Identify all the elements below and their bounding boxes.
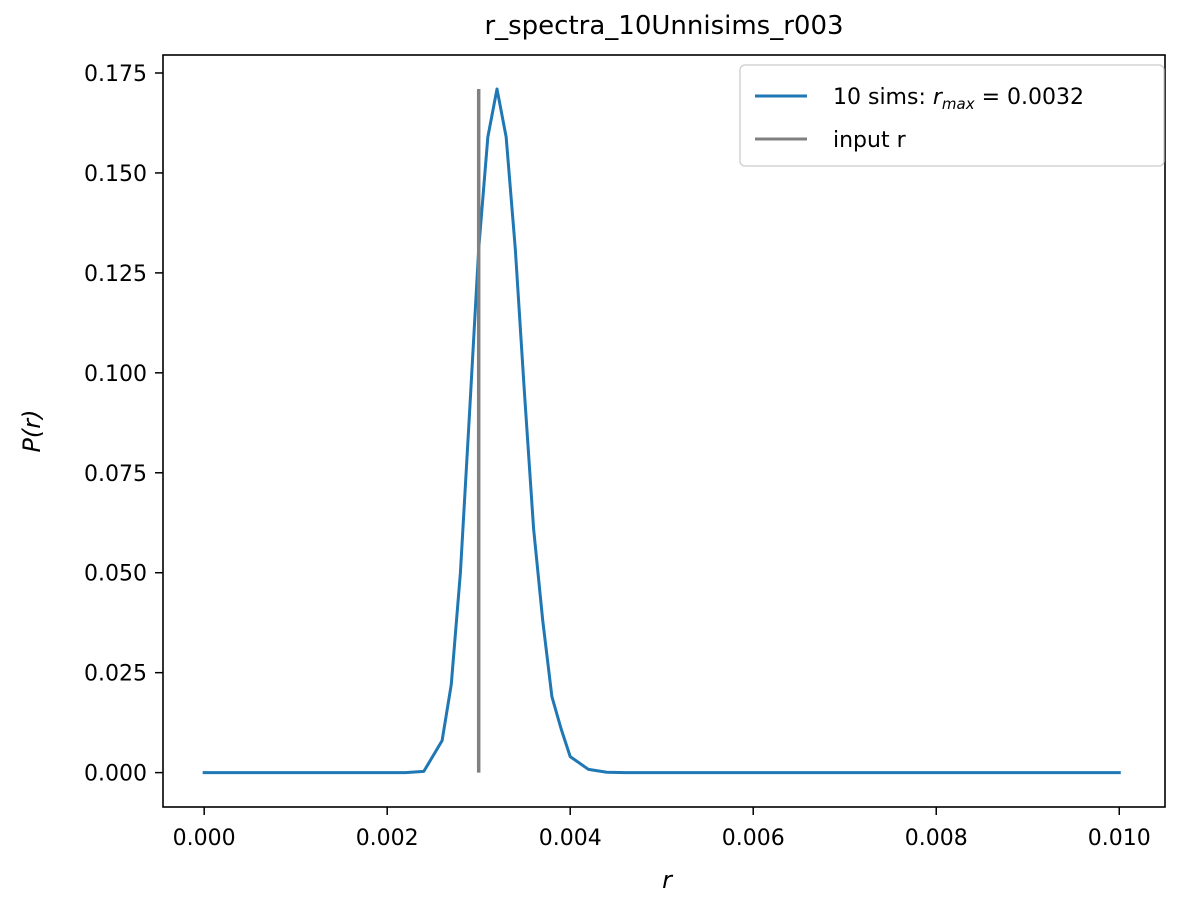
legend-box: [739, 64, 1165, 167]
x-tick-label: 0.008: [905, 826, 968, 851]
y-tick-label: 0.000: [84, 762, 147, 787]
y-axis-label: P(r): [18, 409, 46, 452]
legend: 10 sims: rmax = 0.0032 input r: [739, 64, 1165, 167]
y-tick-label: 0.150: [84, 162, 147, 187]
x-tick-label: 0.010: [1088, 826, 1151, 851]
y-tick-label: 0.125: [84, 262, 147, 287]
x-tick-label: 0.000: [173, 826, 236, 851]
legend-label-input-r: input r: [833, 128, 907, 153]
y-tick-label: 0.075: [84, 462, 147, 487]
chart-title: r_spectra_10Unnisims_r003: [484, 11, 843, 41]
legend-label-series: 10 sims: rmax = 0.0032: [833, 85, 1084, 113]
y-tick-label: 0.100: [84, 362, 147, 387]
series-line: [202, 87, 1121, 775]
axes-frame: [162, 54, 1166, 808]
y-tick-label: 0.025: [84, 662, 147, 687]
x-tick-label: 0.004: [539, 826, 602, 851]
x-axis-label: r: [662, 866, 674, 893]
x-tick-label: 0.006: [722, 826, 785, 851]
x-tick-label: 0.002: [356, 826, 419, 851]
y-tick-label: 0.050: [84, 562, 147, 587]
y-tick-label: 0.175: [84, 62, 147, 87]
